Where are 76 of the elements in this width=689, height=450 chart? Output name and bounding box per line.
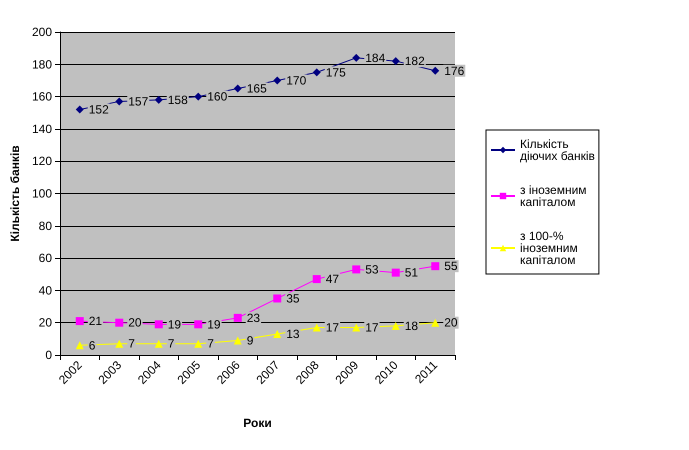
data-label: 158 [168,92,188,107]
data-label: 17 [365,320,379,335]
data-label: 9 [246,333,254,348]
data-label: 35 [286,291,300,306]
data-label: 51 [404,266,418,280]
legend-label: з 100-% іноземним капіталом [520,229,582,267]
data-label: 6 [88,338,96,352]
y-axis-title: Кількість банків [8,145,22,242]
y-tick-label: 140 [32,122,52,136]
y-tick-label: 120 [32,154,52,168]
y-tick-label: 100 [32,186,52,200]
point [194,320,202,328]
point [76,106,84,114]
data-label: 7 [207,336,214,351]
data-label: 20 [128,316,142,330]
data-label: 17 [326,320,340,335]
data-label: 157 [128,94,149,108]
data-label: 20 [444,316,458,330]
point [312,324,321,332]
data-label: 170 [286,73,307,88]
point [273,294,282,302]
data-label: 21 [88,314,102,328]
point [273,330,282,338]
point [352,324,360,332]
point [194,340,202,348]
data-label: 47 [326,272,340,286]
data-label: 19 [168,317,182,332]
y-tick-label: 40 [38,283,52,298]
data-label: 7 [168,336,175,351]
point [352,265,360,274]
y-tick-label: 0 [45,348,52,362]
data-label: 18 [404,318,418,333]
data-label: 19 [207,317,221,332]
y-tick-label: 180 [32,57,52,72]
point [392,322,400,330]
point [115,340,124,348]
point [115,97,124,106]
point [234,314,242,322]
data-label: 184 [365,50,386,65]
data-label: 152 [88,102,110,117]
point [154,320,163,328]
point [234,336,242,344]
data-label: 182 [404,54,426,68]
data-label: 23 [246,310,260,325]
point [76,317,84,326]
data-label: 175 [326,65,346,80]
data-label: 7 [128,336,136,351]
data-label: 53 [365,262,379,276]
legend-label: Кількість діючих банків [520,137,595,163]
y-tick-label: 60 [38,251,52,266]
point [115,318,124,327]
point [431,66,440,75]
point [273,76,282,84]
data-label: 165 [246,82,268,96]
point [154,96,163,104]
data-label: 176 [444,64,465,78]
point [154,340,163,348]
data-label: 55 [444,259,458,274]
y-tick-label: 20 [38,316,52,330]
point [392,268,400,277]
y-tick-label: 80 [38,218,52,233]
point [234,84,242,93]
y-tick-label: 200 [32,25,52,39]
point [392,57,400,66]
point [431,262,440,270]
point [312,68,321,76]
point [312,275,321,284]
point [194,92,202,101]
data-label: 160 [207,90,228,104]
point [352,54,360,62]
x-axis-title: Роки [243,416,272,430]
y-tick-label: 160 [32,90,52,104]
legend-label: з іноземним капіталом [520,183,590,209]
data-label: 13 [286,327,300,342]
point [431,318,440,327]
point [76,341,84,350]
